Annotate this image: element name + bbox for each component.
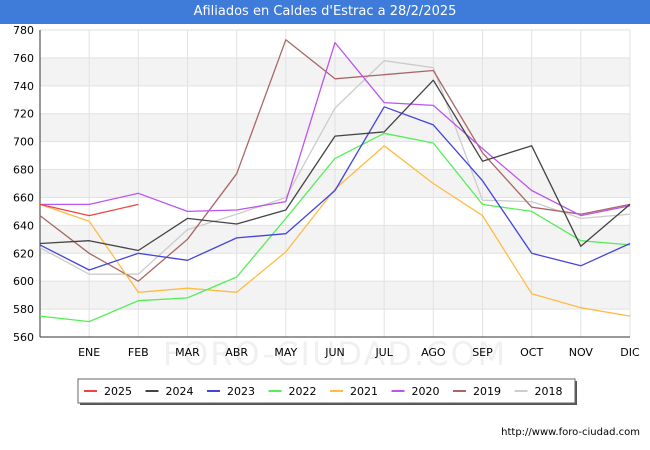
legend-label-2025: 2025 [104, 385, 132, 398]
series-line-2019 [39, 39, 631, 282]
x-tick-label: ENE [78, 346, 100, 359]
series-line-2021 [39, 145, 631, 317]
x-tick-label: MAR [175, 346, 200, 359]
y-tick-label: 720 [13, 108, 34, 121]
chart-title: Afiliados en Caldes d'Estrac a 28/2/2025 [193, 4, 457, 19]
legend-label-2024: 2024 [166, 385, 194, 398]
y-tick-label: 560 [13, 331, 34, 344]
x-tick-label: SEP [472, 346, 493, 359]
legend-label-2021: 2021 [350, 385, 378, 398]
title-bar [0, 0, 650, 24]
y-tick-label: 600 [13, 275, 34, 288]
x-tick-label: MAY [274, 346, 297, 359]
legend-label-2019: 2019 [473, 385, 501, 398]
x-tick-label: DIC [620, 346, 640, 359]
y-tick-label: 640 [13, 219, 34, 232]
x-tick-label: OCT [520, 346, 543, 359]
legend-label-2020: 2020 [412, 385, 440, 398]
y-tick-label: 740 [13, 80, 34, 93]
x-tick-label: ABR [225, 346, 248, 359]
x-tick-label: JUL [374, 346, 393, 359]
legend-label-2023: 2023 [227, 385, 255, 398]
legend-label-2022: 2022 [289, 385, 317, 398]
series-line-2018 [39, 60, 631, 275]
x-tick-label: AGO [421, 346, 446, 359]
y-tick-label: 680 [13, 164, 34, 177]
y-tick-label: 620 [13, 247, 34, 260]
x-tick-label: FEB [128, 346, 149, 359]
footer-url[interactable]: http://www.foro-ciudad.com [501, 427, 640, 438]
y-tick-label: 780 [13, 24, 34, 37]
x-tick-label: NOV [569, 346, 594, 359]
y-tick-label: 580 [13, 303, 34, 316]
watermark: FORO-CIUDAD.COM [163, 335, 508, 373]
series-line-2023 [39, 106, 631, 271]
series-line-2020 [40, 41, 631, 217]
y-tick-label: 660 [13, 191, 34, 204]
legend-label-2018: 2018 [535, 385, 563, 398]
series-line-2025 [39, 203, 139, 217]
y-tick-label: 700 [13, 136, 34, 149]
x-tick-label: JUN [324, 346, 345, 359]
legend-box [77, 378, 576, 404]
series-line-2024 [39, 79, 631, 252]
y-tick-label: 760 [13, 52, 34, 65]
series-line-2022 [39, 132, 631, 323]
